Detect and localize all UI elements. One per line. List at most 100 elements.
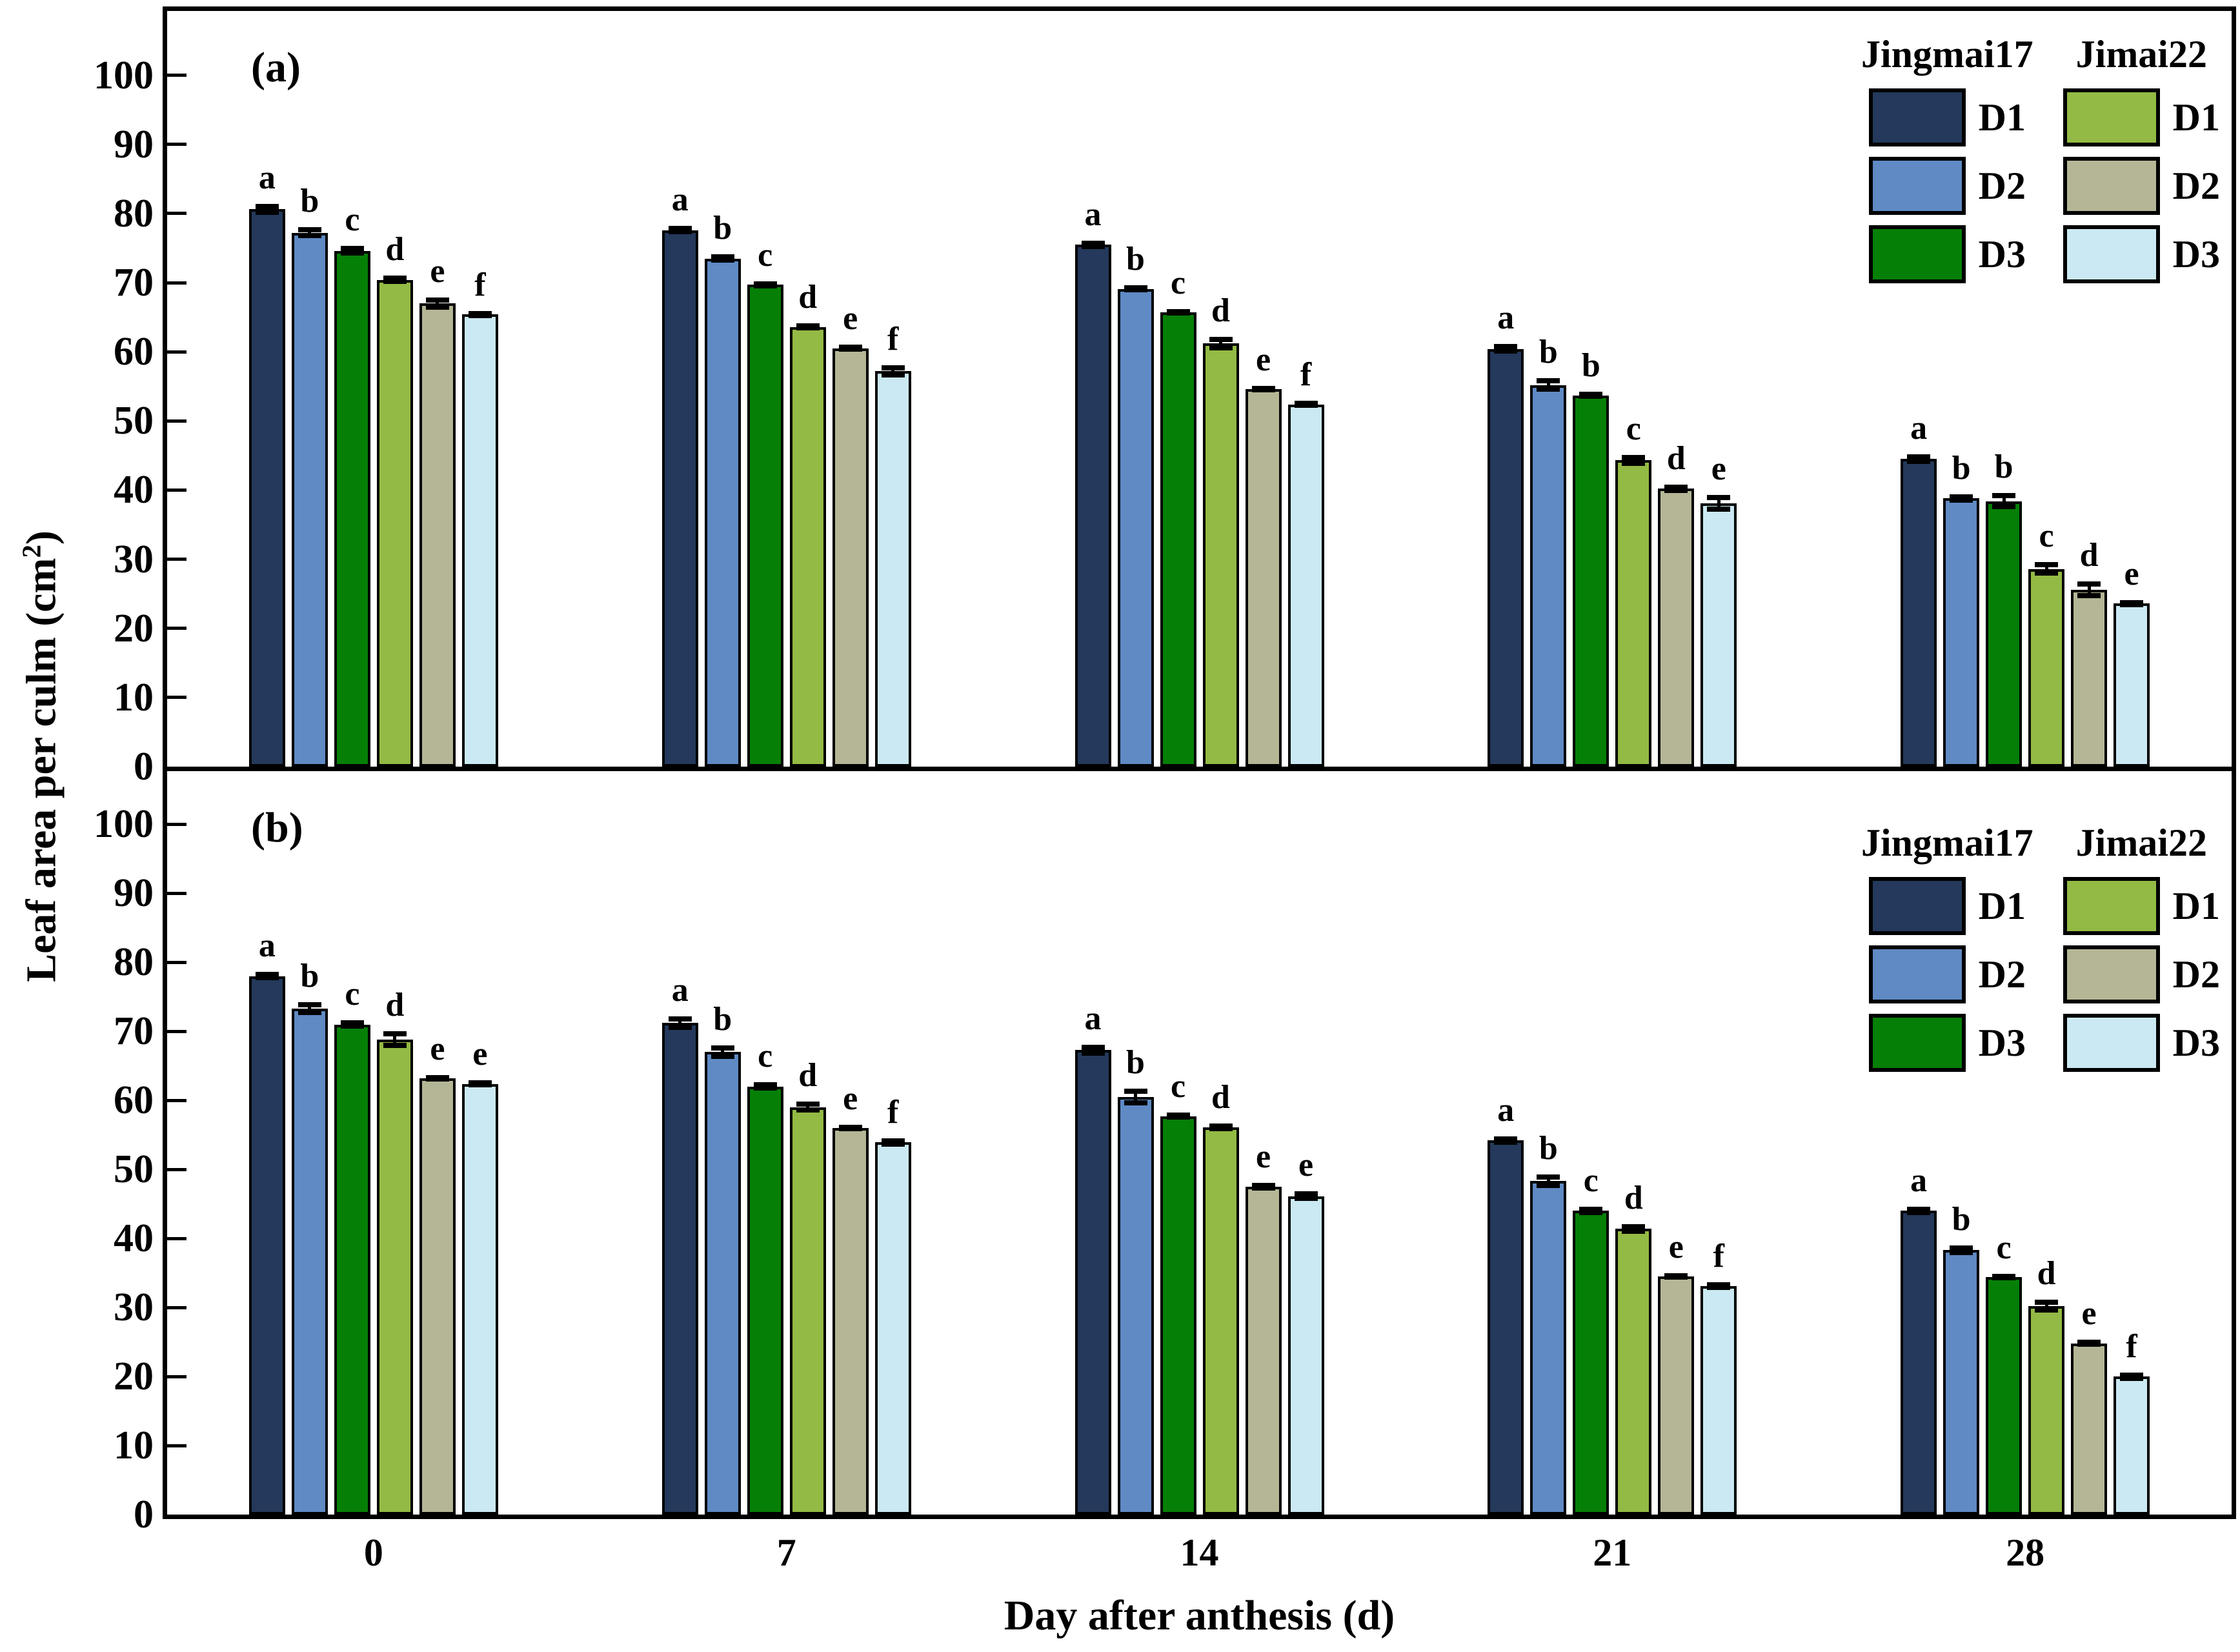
bar-slot: c	[1573, 1163, 1609, 1515]
legend-column: Jimai22 D1 D2 D3	[2063, 821, 2220, 1077]
y-tick-mark	[167, 1444, 187, 1447]
significance-letter: b	[1952, 1200, 1971, 1238]
error-bar	[796, 323, 820, 330]
y-tick-label: 70	[114, 261, 154, 305]
error-bar	[468, 310, 492, 318]
bar-jingmai17-d3	[1160, 1116, 1196, 1515]
y-tick-mark	[167, 696, 187, 700]
error-bar	[383, 276, 407, 285]
legend-swatch-d3	[1868, 225, 1966, 283]
error-bar	[2120, 599, 2144, 607]
legend-swatch-d3	[2063, 225, 2160, 283]
y-tick-label: 10	[114, 1424, 154, 1468]
legend-item-label: D1	[1978, 96, 2026, 139]
error-bar-line	[2002, 492, 2006, 510]
bar-jingmai17-d3	[747, 285, 783, 767]
significance-letter: a	[1910, 1162, 1928, 1199]
error-bar-bottom-cap	[2035, 1307, 2059, 1313]
legend-item: D3	[1868, 1014, 2026, 1072]
y-tick-mark	[167, 822, 187, 826]
significance-letter: c	[758, 1038, 773, 1075]
significance-letter: a	[258, 159, 276, 196]
significance-letter: c	[2039, 517, 2054, 554]
error-bar	[255, 203, 279, 216]
significance-letter: d	[385, 987, 405, 1024]
bar-jimai22-d2	[2071, 1343, 2108, 1515]
error-bar-bottom-cap	[1209, 1126, 1233, 1132]
legend-column: Jingmai17 D1 D2 D3	[1861, 821, 2033, 1077]
error-bar-bottom-cap	[711, 257, 734, 263]
error-bar	[1622, 454, 1646, 466]
error-bar-bottom-cap	[668, 229, 692, 235]
error-bar-bottom-cap	[340, 1023, 364, 1029]
error-bar	[668, 226, 692, 235]
bar-jimai22-d3	[1700, 503, 1737, 767]
bar-slot: c	[747, 1040, 783, 1515]
significance-letter: b	[1539, 1129, 1558, 1167]
error-bar	[668, 1016, 692, 1031]
error-bar	[1950, 494, 1973, 503]
error-bar-line	[806, 1102, 810, 1113]
legend-variety-title: Jingmai17	[1861, 821, 2033, 864]
legend-item-label: D3	[2172, 1021, 2220, 1064]
error-bar-bottom-cap	[255, 975, 279, 981]
bar-slot: e	[1658, 1230, 1695, 1515]
x-tick-label: 21	[1593, 1531, 1632, 1574]
error-bar	[881, 1138, 905, 1147]
error-bar-top-cap	[2120, 1372, 2144, 1378]
error-bar-bottom-cap	[1707, 1285, 1731, 1291]
legend-panel-b: Jingmai17 D1 D2 D3 Jimai22 D1 D2 D3	[1861, 821, 2220, 1077]
y-tick-label: 20	[114, 606, 154, 650]
bar-slot: b	[1573, 349, 1609, 767]
significance-letter: c	[1626, 410, 1641, 447]
significance-letter: f	[1300, 356, 1312, 394]
error-bar-top-cap	[1950, 494, 1973, 499]
legend-item: D3	[2063, 1014, 2220, 1072]
error-bar-top-cap	[881, 365, 905, 370]
legend-item: D2	[2063, 157, 2220, 215]
bar-jingmai17-d3	[747, 1086, 783, 1515]
legend-item: D2	[1868, 157, 2026, 215]
legend-swatch-d3	[1868, 1014, 1966, 1072]
significance-letter: c	[345, 976, 360, 1013]
bar-slot: b	[1943, 451, 1980, 767]
error-bar-top-cap	[1081, 240, 1105, 246]
y-tick-mark	[167, 419, 187, 423]
bar-slot: c	[1160, 266, 1196, 767]
bar-slot: f	[874, 1096, 911, 1515]
error-bar	[796, 1102, 820, 1113]
error-bar-bottom-cap	[1950, 497, 1973, 503]
bar-slot: b	[1943, 1202, 1980, 1515]
error-bar-top-cap	[1251, 1182, 1275, 1188]
significance-letter: d	[1211, 1078, 1230, 1116]
bar-slot: f	[1287, 358, 1324, 767]
error-bar-bottom-cap	[1294, 402, 1318, 408]
bar-slot: f	[2114, 1329, 2150, 1515]
y-tick-label: 30	[114, 1285, 154, 1330]
error-bar	[383, 1031, 407, 1048]
y-tick-mark	[167, 1029, 187, 1033]
error-bar-bottom-cap	[668, 1025, 692, 1031]
y-tick-label: 70	[114, 1009, 154, 1054]
error-bar-top-cap	[1950, 1245, 1973, 1251]
bar-slot: a	[1075, 197, 1111, 767]
legend-item-label: D1	[2172, 96, 2220, 139]
significance-letter: b	[713, 210, 732, 247]
y-tick-mark	[167, 558, 187, 561]
error-bar	[1209, 1123, 1233, 1132]
bar-slot: b	[1117, 243, 1154, 767]
y-tick-mark	[167, 891, 187, 895]
error-bar-top-cap	[1081, 1044, 1105, 1050]
legend-variety-title: Jimai22	[2075, 821, 2207, 864]
error-bar	[298, 227, 321, 239]
error-bar	[468, 1080, 492, 1087]
y-tick-label: 40	[114, 468, 154, 512]
y-tick-mark	[167, 74, 187, 77]
bar-jingmai17-d1	[661, 1023, 698, 1515]
bar-slot: c	[334, 978, 370, 1515]
significance-letter: b	[1539, 333, 1558, 370]
legend-swatch-d1	[1868, 877, 1966, 935]
significance-letter: a	[1497, 1091, 1515, 1129]
bar-jimai22-d1	[2028, 569, 2065, 767]
